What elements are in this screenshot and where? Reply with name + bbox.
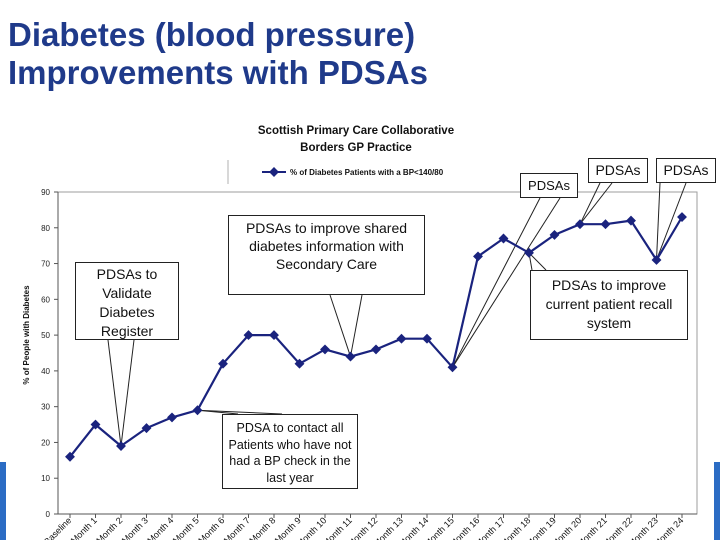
data-point — [167, 412, 177, 423]
pointer-pdsas-3-2 — [656, 182, 687, 261]
x-tick-label: Month 4 — [145, 515, 175, 540]
annotation-contact-patients: PDSA to contact all Patients who have no… — [222, 414, 358, 489]
pointer-pdsas-2 — [579, 182, 601, 225]
x-tick-label: Month 10 — [295, 515, 329, 540]
x-tick-label: Month 9 — [273, 515, 303, 540]
x-tick-label: Month 1 — [69, 515, 99, 540]
y-tick-label: 0 — [46, 510, 51, 519]
pointer-shared-information — [329, 294, 351, 357]
y-tick-label: 90 — [41, 188, 50, 197]
slide-title-line-2: Improvements with PDSAs — [8, 54, 428, 91]
x-tick-label: Month 3 — [120, 515, 150, 540]
x-tick-label: Month 23 — [626, 515, 660, 540]
legend-marker-swatch — [269, 167, 279, 177]
pointer-pdsas-1 — [452, 197, 541, 368]
data-point — [396, 333, 407, 344]
x-tick-label: Month 14 — [397, 515, 431, 540]
y-tick-label: 70 — [41, 260, 50, 269]
x-tick-label: Month 17 — [473, 515, 507, 540]
annotation-pdsas-3: PDSAs — [656, 158, 716, 183]
annotation-validate-register: PDSAs to Validate Diabetes Register — [75, 262, 179, 340]
data-point — [498, 233, 509, 244]
pointer-contact-patients-2 — [197, 409, 283, 415]
y-tick-label: 10 — [41, 474, 50, 483]
y-tick-label: 60 — [41, 295, 50, 304]
data-point — [549, 229, 560, 240]
pointer-recall-system-2 — [528, 252, 547, 271]
data-point — [269, 330, 279, 341]
x-tick-label: Month 22 — [601, 515, 635, 540]
x-tick-label: Month 8 — [247, 515, 277, 540]
slide-edge-bar-left — [0, 462, 6, 540]
pointer-validate-register — [107, 339, 122, 447]
x-tick-label: Month 5 — [171, 515, 201, 540]
data-point — [243, 330, 254, 341]
data-point — [651, 255, 662, 265]
x-tick-label: Baseline — [42, 515, 73, 540]
annotation-shared-information: PDSAs to improve shared diabetes informa… — [228, 215, 425, 295]
y-tick-label: 30 — [41, 403, 50, 412]
data-point — [447, 362, 458, 373]
x-tick-label: Month 21 — [575, 515, 609, 540]
data-point — [345, 351, 356, 362]
data-point — [192, 405, 203, 416]
x-tick-label: Month 13 — [371, 515, 405, 540]
slide-title: Diabetes (blood pressure) Improvements w… — [8, 16, 428, 92]
data-point — [626, 215, 636, 226]
data-point — [294, 358, 305, 369]
data-point — [473, 251, 483, 262]
chart-legend: % of Diabetes Patients with a BP<140/80 — [262, 167, 444, 177]
data-point — [600, 219, 611, 230]
x-tick-label: Month 6 — [196, 515, 226, 540]
data-point — [677, 212, 687, 222]
x-tick-label: Month 24 — [652, 515, 686, 540]
y-tick-label: 20 — [41, 438, 50, 447]
data-point — [218, 358, 228, 369]
data-point — [575, 219, 585, 230]
x-tick-label: Month 7 — [222, 515, 252, 540]
pointer-validate-register-2 — [120, 339, 135, 447]
y-tick-label: 80 — [41, 224, 50, 233]
x-tick-label: Month 15 — [422, 515, 456, 540]
x-tick-label: Month 19 — [524, 515, 558, 540]
x-tick-label: Month 12 — [346, 515, 380, 540]
pointer-pdsas-2-2 — [579, 182, 613, 225]
annotation-pdsas-2: PDSAs — [588, 158, 648, 183]
annotation-recall-system: PDSAs to improve current patient recall … — [530, 270, 688, 340]
slide-title-line-1: Diabetes (blood pressure) — [8, 16, 416, 53]
pointer-pdsas-3 — [656, 182, 661, 261]
slide-edge-bar-right — [714, 462, 720, 540]
y-tick-label: 50 — [41, 331, 50, 340]
annotation-pdsas-1: PDSAs — [520, 173, 578, 198]
y-tick-label: 40 — [41, 367, 50, 376]
data-point — [141, 423, 152, 434]
data-point — [524, 247, 534, 258]
data-point — [371, 344, 381, 355]
x-tick-label: Month 18 — [499, 515, 533, 540]
x-tick-label: Month 2 — [94, 515, 124, 540]
data-point — [320, 344, 330, 355]
y-axis-label: % of People with Diabetes — [22, 285, 31, 385]
data-point — [422, 333, 432, 344]
legend-label: % of Diabetes Patients with a BP<140/80 — [290, 168, 444, 177]
pointer-pdsas-1-2 — [452, 197, 561, 368]
x-tick-label: Month 11 — [321, 515, 354, 540]
x-tick-label: Month 20 — [550, 515, 584, 540]
x-tick-label: Month 16 — [448, 515, 482, 540]
chart-subtitle: Borders GP Practice — [300, 142, 412, 154]
pointer-shared-information-2 — [350, 294, 363, 357]
chart-title: Scottish Primary Care Collaborative — [258, 125, 454, 137]
